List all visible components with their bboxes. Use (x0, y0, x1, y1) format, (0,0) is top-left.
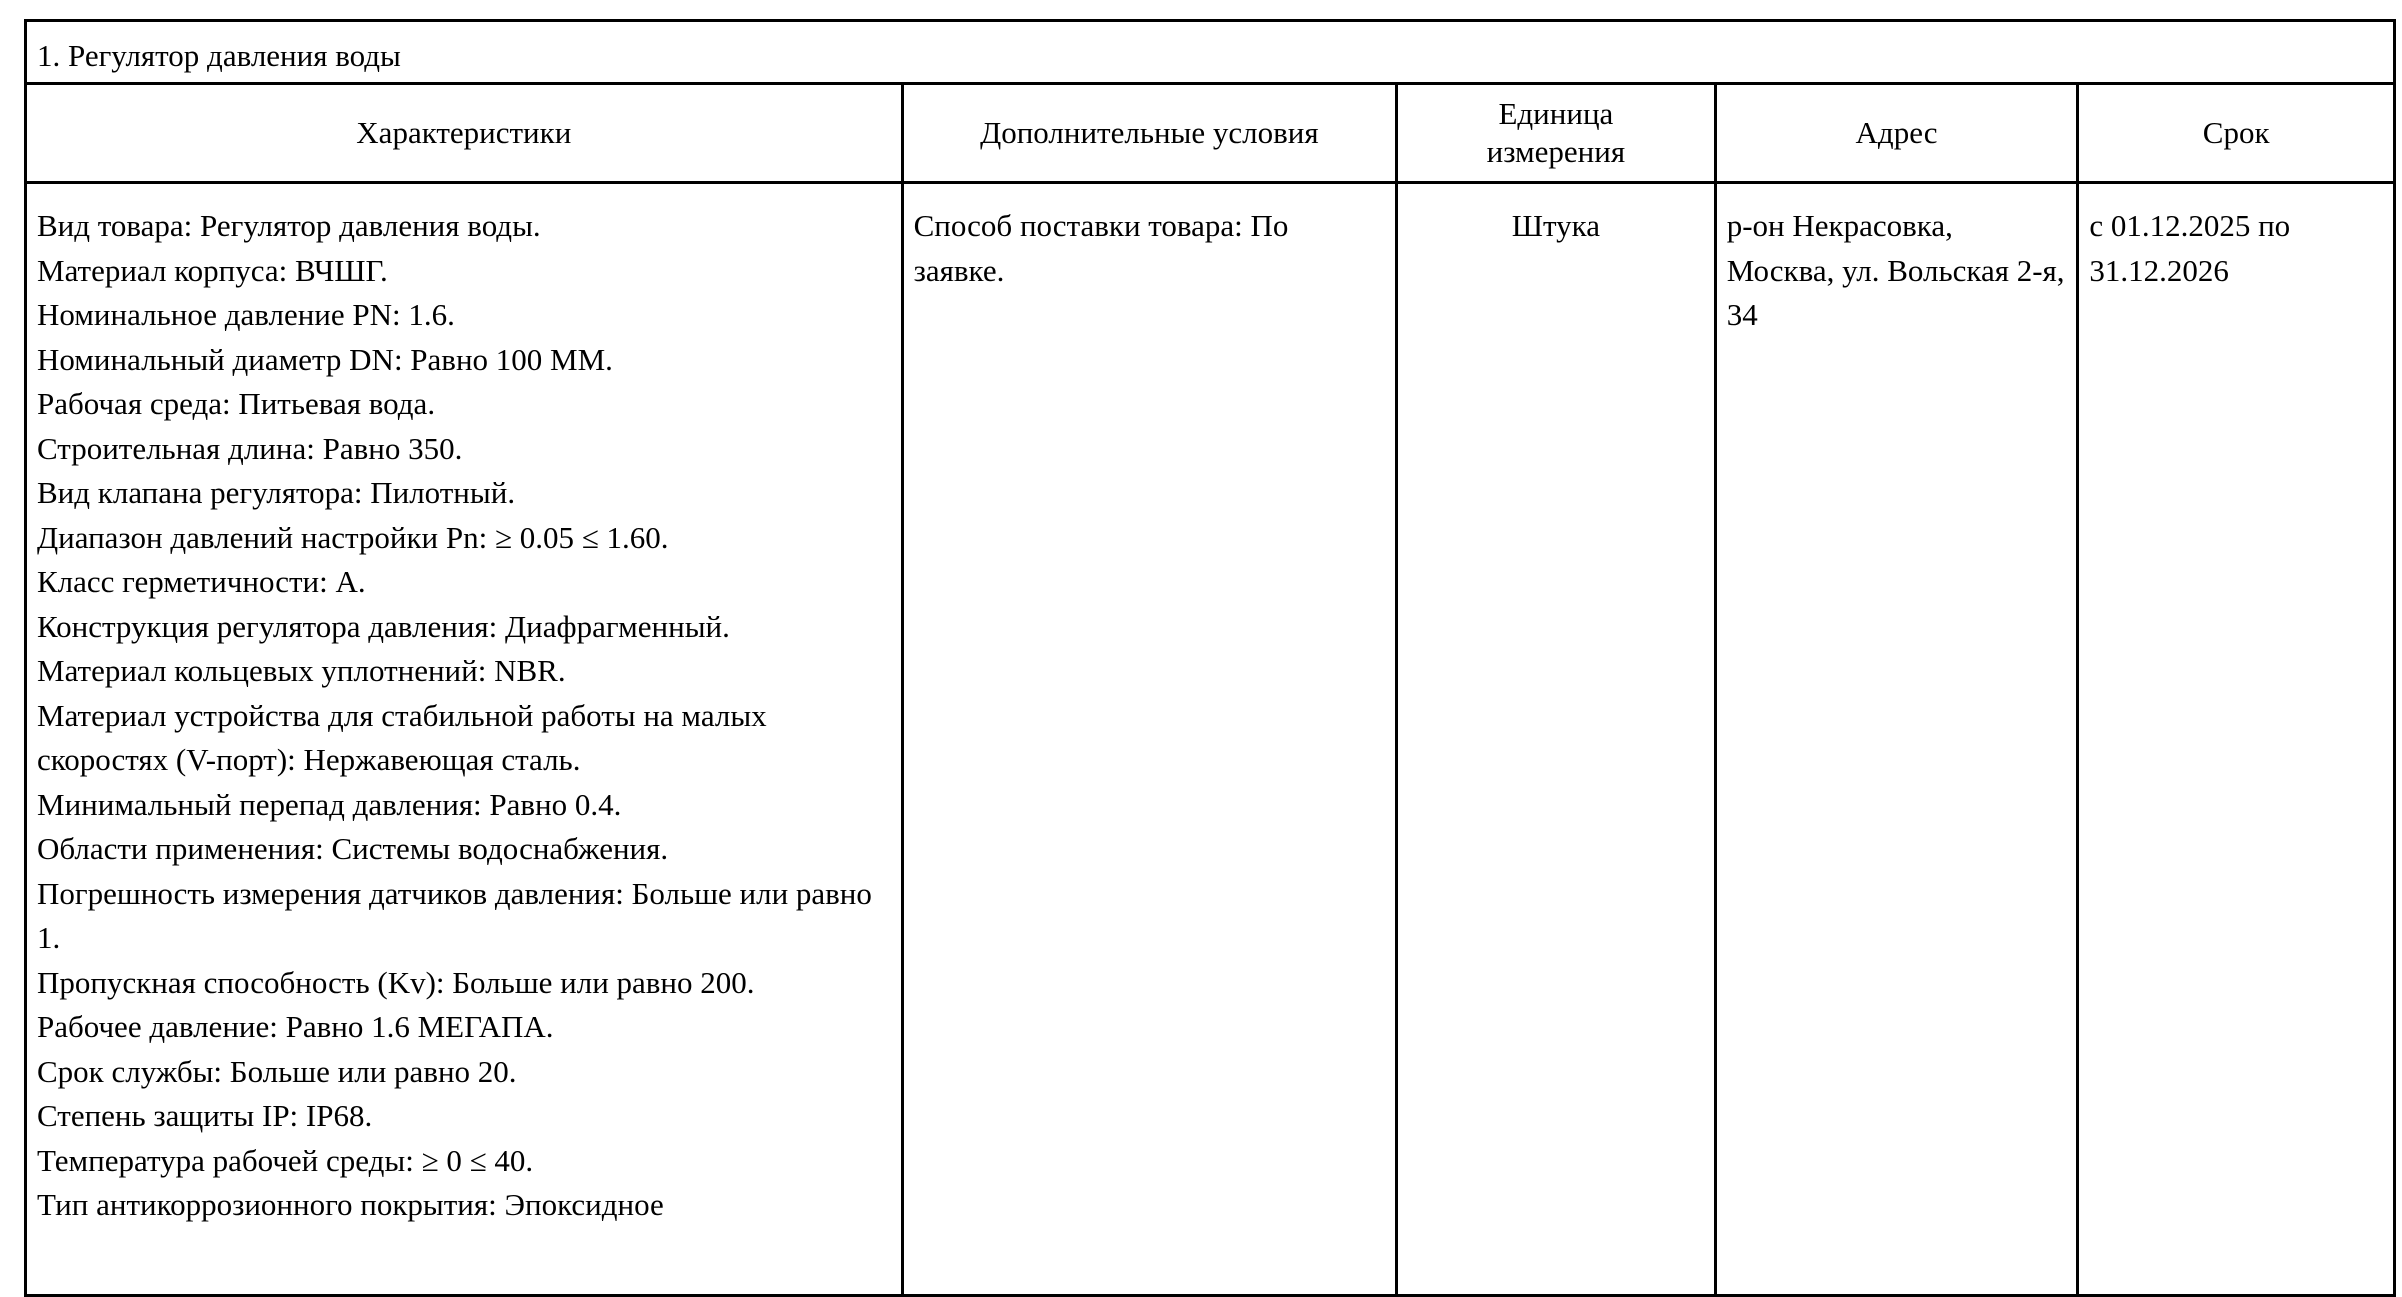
characteristic-item: Класс герметичности: А. (37, 564, 366, 599)
product-spec-table: 1. Регулятор давления воды Характеристик… (24, 19, 2396, 1297)
characteristic-item: Материал кольцевых уплотнений: NBR. (37, 653, 566, 688)
characteristic-item: Конструкция регулятора давления: Диафраг… (37, 608, 730, 644)
characteristic-item: Диапазон давлений настройки Pn: ≥ 0.05 ≤… (37, 519, 669, 555)
characteristic-item: Погрешность измерения датчиков давления:… (37, 875, 872, 956)
characteristic-item: Срок службы: Больше или равно 20. (37, 1053, 517, 1089)
unit-cell: Штука (1395, 181, 1717, 1297)
header-address: Адрес (1713, 82, 2080, 184)
characteristic-item: Материал корпуса: ВЧШГ. (37, 252, 388, 288)
conditions-cell: Способ поставки товара: По заявке. (900, 181, 1399, 1297)
header-characteristics: Характеристики (24, 82, 904, 184)
characteristic-item: Номинальное давление PN: 1.6. (37, 297, 455, 332)
characteristic-item: Тип антикоррозионного покрытия: Эпоксидн… (37, 1187, 664, 1222)
table-row: Вид товара: Регулятор давления воды. Мате… (24, 181, 2396, 1297)
header-unit: Единица измерения (1395, 82, 1717, 184)
header-term: Срок (2076, 82, 2396, 184)
characteristic-item: Строительная длина: Равно 350. (37, 430, 463, 466)
characteristic-item: Области применения: Системы водоснабжени… (37, 831, 669, 866)
header-conditions: Дополнительные условия (900, 82, 1399, 184)
characteristic-item: Температура рабочей среды: ≥ 0 ≤ 40. (37, 1142, 534, 1178)
header-row: Характеристики Дополнительные условия Ед… (24, 82, 2396, 184)
characteristic-item: Рабочее давление: Равно 1.6 МЕГАПА. (37, 1009, 554, 1044)
characteristic-item: Материал устройства для стабильной работ… (37, 697, 767, 778)
characteristic-item: Вид клапана регулятора: Пилотный. (37, 475, 516, 510)
characteristic-item: Номинальный диаметр DN: Равно 100 ММ. (37, 341, 613, 377)
characteristic-item: Вид товара: Регулятор давления воды. (37, 208, 541, 243)
term-cell: с 01.12.2025 по 31.12.2026 (2076, 181, 2396, 1297)
section-title: 1. Регулятор давления воды (24, 19, 2396, 85)
characteristics-cell: Вид товара: Регулятор давления воды. Мате… (24, 181, 904, 1297)
characteristic-item: Степень защиты IP: IP68. (37, 1098, 373, 1133)
address-cell: р-он Некрасовка, Москва, ул. Вольская 2-… (1713, 181, 2080, 1297)
section-title-row: 1. Регулятор давления воды (24, 19, 2396, 85)
header-unit-label: Единица измерения (1486, 96, 1626, 169)
characteristic-item: Рабочая среда: Питьевая вода. (37, 386, 436, 421)
characteristic-item: Пропускная способность (Kv): Больше или … (37, 964, 755, 1000)
characteristic-item: Минимальный перепад давления: Равно 0.4. (37, 786, 622, 822)
